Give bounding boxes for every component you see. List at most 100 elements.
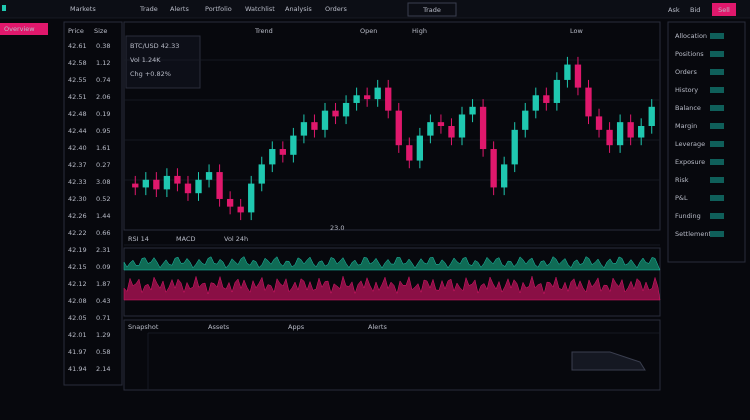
book-size: 0.71 [96, 314, 110, 322]
book-size: 1.61 [96, 144, 110, 152]
candle-body [248, 183, 255, 213]
indicator-label: MACD [176, 235, 195, 243]
book-size: 2.31 [96, 246, 110, 254]
info-line: BTC/USD 42.33 [130, 42, 179, 50]
right-row-bar [710, 177, 724, 183]
candle-body [385, 87, 392, 111]
candle-body [606, 129, 613, 146]
book-price: 42.40 [68, 144, 87, 152]
candle-body [585, 87, 592, 117]
nav-item: Orders [325, 5, 347, 13]
book-price: 42.55 [68, 76, 87, 84]
candle-body [458, 114, 466, 138]
nav-item: Trade [139, 5, 158, 13]
quote-label: Bid [690, 6, 700, 14]
candle-body [216, 172, 223, 199]
candle-body [258, 164, 265, 184]
right-row-bar [710, 105, 724, 111]
candle-body [311, 122, 318, 130]
overview-button[interactable] [0, 23, 48, 35]
candle-body [406, 145, 413, 161]
candle-body [638, 126, 645, 138]
book-size: 1.12 [96, 59, 110, 67]
book-size: 0.43 [96, 297, 110, 305]
right-row-label: Margin [675, 122, 697, 130]
chart-header-label: Low [570, 27, 583, 35]
candle-body [437, 122, 445, 126]
candle-body [553, 79, 561, 103]
book-size: 1.29 [96, 331, 110, 339]
book-price: 42.51 [68, 93, 87, 101]
info-line: Chg +0.82% [130, 70, 171, 78]
candle-body [132, 183, 139, 188]
book-price: 42.22 [68, 229, 87, 237]
candle-body [616, 122, 624, 146]
trade-button-frame[interactable] [407, 2, 457, 17]
oscillator-green [123, 256, 661, 271]
candle-body [269, 149, 276, 165]
book-size: 0.19 [96, 110, 110, 118]
indicator-value: 23.0 [330, 224, 344, 232]
right-row-label: Exposure [675, 158, 705, 166]
candle-body [174, 175, 181, 184]
chart-panel [123, 21, 661, 231]
book-size: 0.27 [96, 161, 110, 169]
book-price: 42.12 [68, 280, 87, 288]
nav-item: Analysis [285, 5, 312, 13]
book-price: 42.05 [68, 314, 87, 322]
candle-body [237, 206, 244, 213]
candle-body [469, 106, 476, 115]
right-row-bar [710, 123, 724, 129]
nav-item: Markets [70, 5, 96, 13]
bottom-tab[interactable]: Apps [288, 323, 305, 331]
candle-body [564, 64, 571, 80]
candle-body [374, 87, 381, 100]
top-bar [0, 0, 750, 18]
bottom-tab[interactable]: Assets [208, 323, 230, 331]
oscillator [123, 256, 661, 301]
right-row-label: History [675, 86, 698, 94]
trade-button[interactable]: Trade [422, 6, 441, 14]
right-row-label: Leverage [675, 140, 705, 148]
candle-body [416, 135, 424, 161]
candle-body [490, 149, 497, 188]
logo [2, 5, 6, 11]
candle-body [184, 183, 192, 194]
sidebar-active: Overview [4, 25, 35, 33]
candle-body [595, 116, 603, 130]
book-size: 3.08 [96, 178, 110, 186]
candle-body [532, 95, 539, 111]
right-row-label: Allocation [675, 32, 707, 40]
candle-body [522, 110, 529, 130]
candle-body [342, 102, 350, 117]
right-row-bar [710, 69, 724, 75]
book-size: 0.38 [96, 42, 110, 50]
oscillator-panel [123, 247, 661, 317]
sell-button[interactable] [712, 3, 736, 16]
right-row-label: Positions [675, 50, 704, 58]
book-size: 0.58 [96, 348, 110, 356]
info-line: Vol 1.24K [130, 56, 161, 64]
candle-body [163, 175, 171, 190]
bottom-tab[interactable]: Alerts [368, 323, 387, 331]
right-row-label: Risk [675, 176, 689, 184]
book-size: 0.95 [96, 127, 110, 135]
right-panel [667, 21, 746, 263]
right-row-bar [710, 231, 724, 237]
candle-body [290, 135, 297, 155]
right-row-bar [710, 87, 724, 93]
candle-body [479, 106, 487, 150]
book-size: 0.74 [96, 76, 110, 84]
book-price: 41.97 [68, 348, 87, 356]
right-row-bar [710, 213, 724, 219]
chart-header-label: Open [360, 27, 377, 35]
candle-body [501, 164, 508, 188]
right-row-label: Funding [675, 212, 701, 220]
bottom-tab[interactable]: Snapshot [128, 323, 159, 331]
book-size: 2.14 [96, 365, 110, 373]
right-row-label: Settlement [675, 230, 711, 238]
nav-item: Portfolio [205, 5, 232, 13]
candle-body [279, 149, 286, 155]
book-size: 0.52 [96, 195, 110, 203]
